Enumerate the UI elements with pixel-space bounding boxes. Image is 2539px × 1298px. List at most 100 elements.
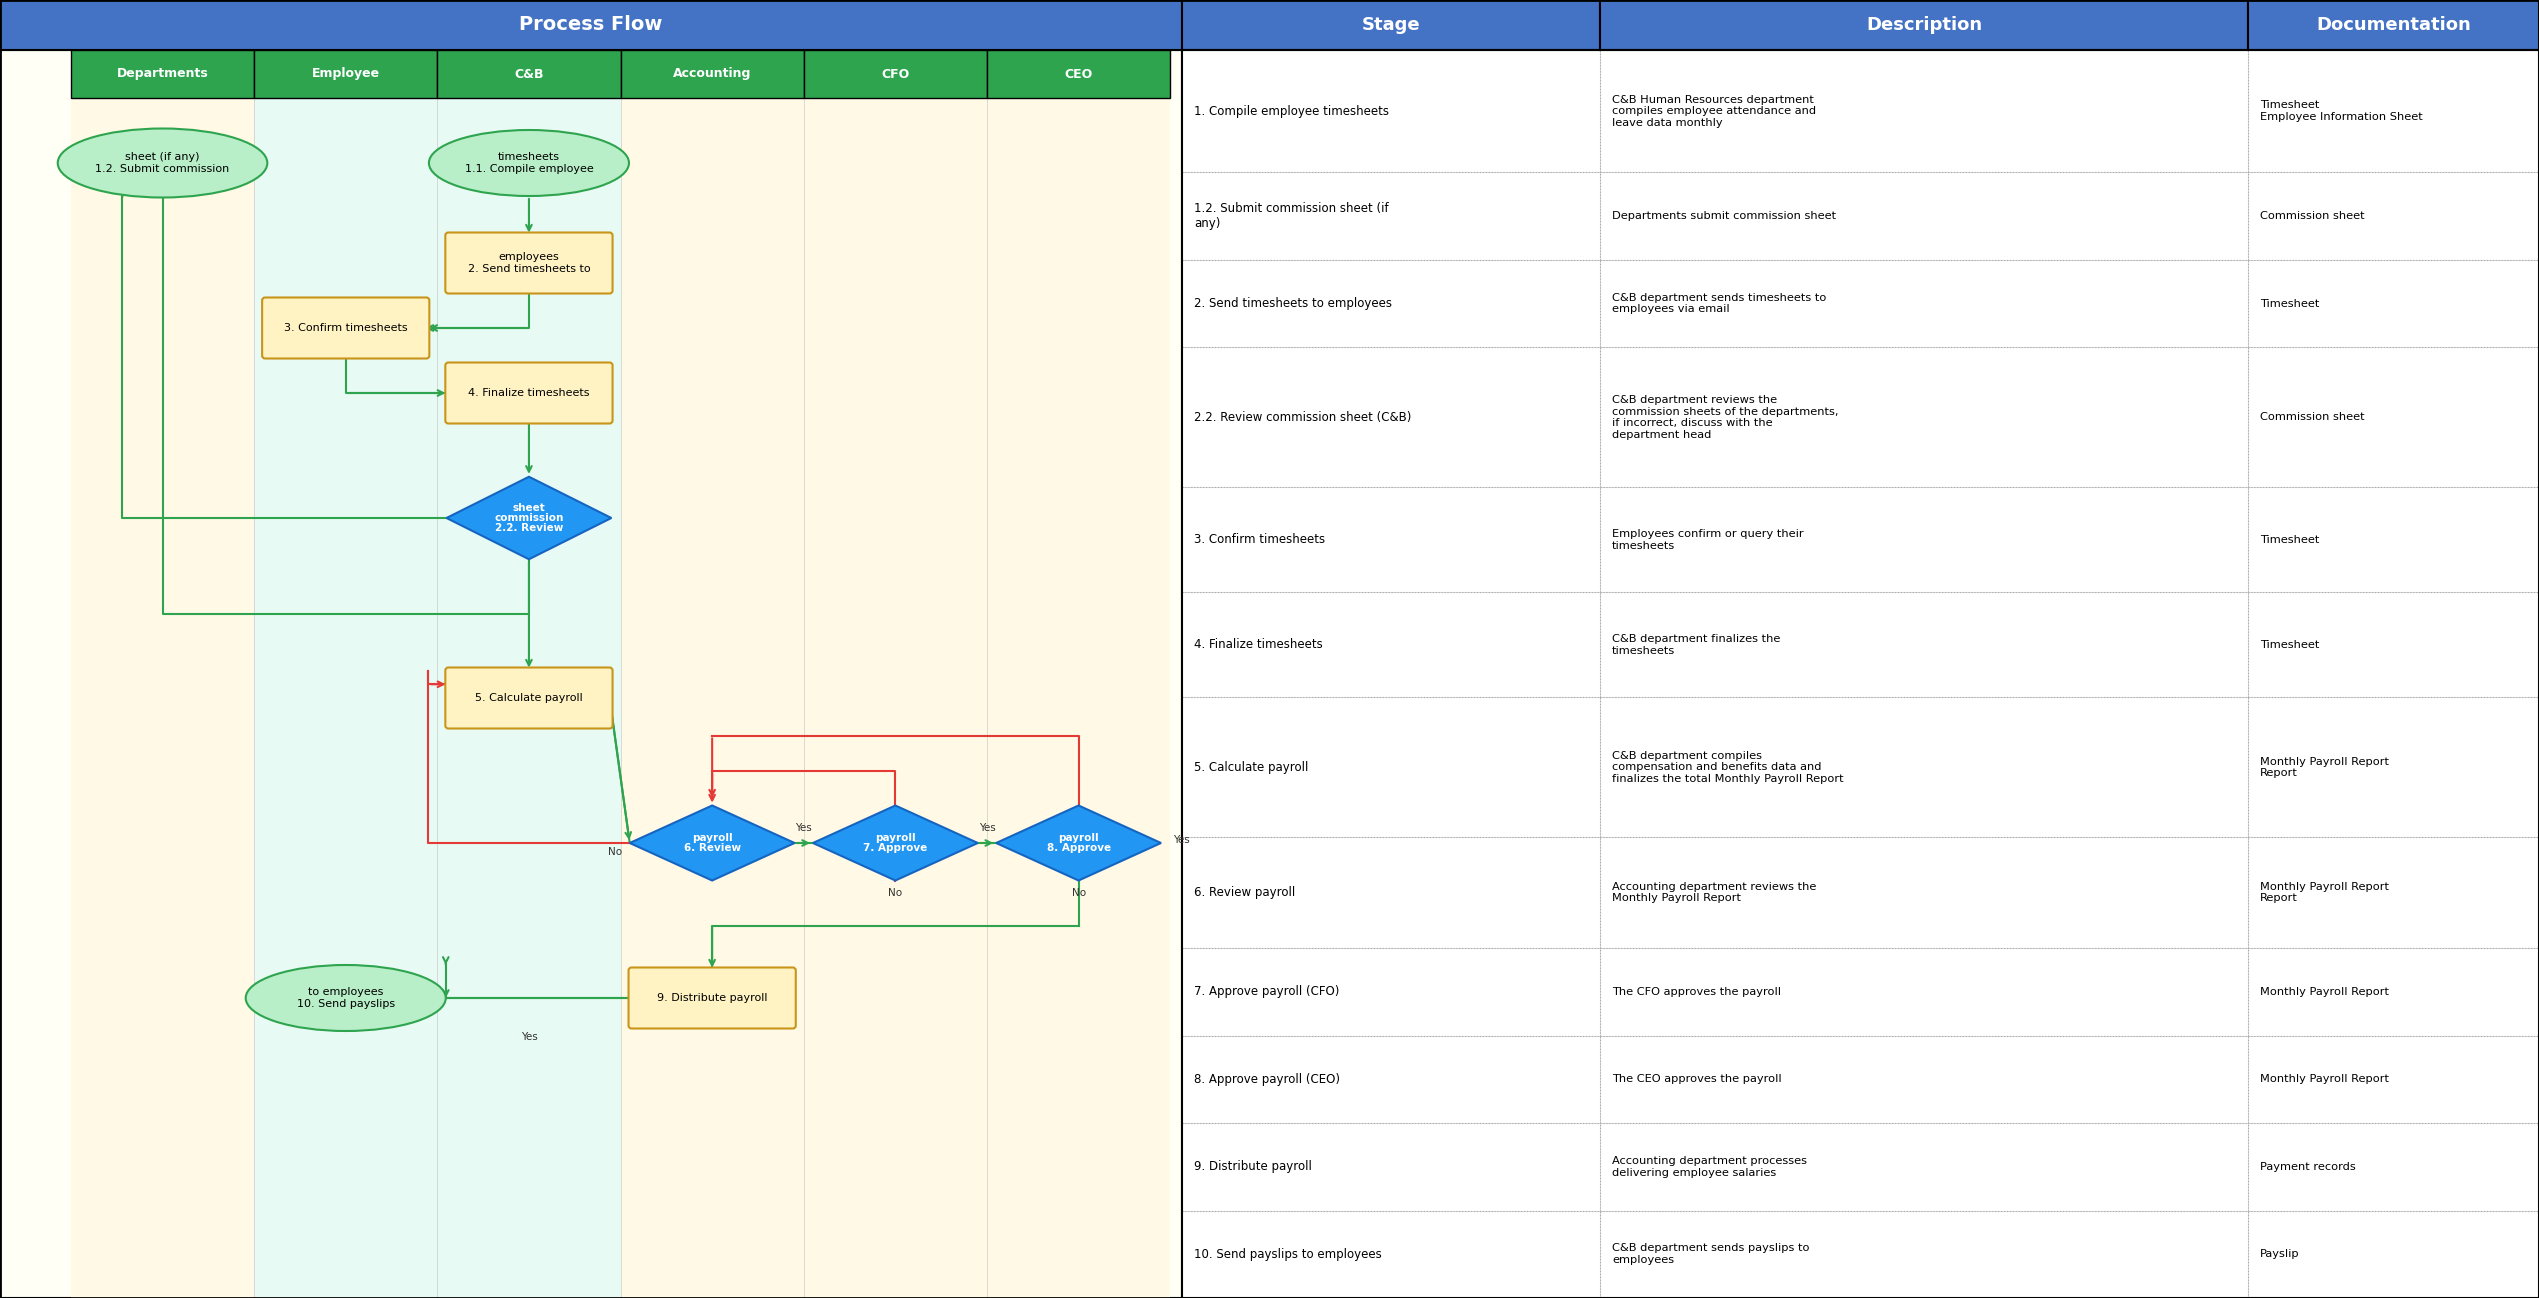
Text: C&B department compiles
compensation and benefits data and
finalizes the total M: C&B department compiles compensation and…: [1612, 750, 1843, 784]
Text: Timesheet: Timesheet: [2260, 299, 2318, 309]
Bar: [1183, 51, 1600, 173]
Text: Accounting department reviews the
Monthly Payroll Report: Accounting department reviews the Monthl…: [1612, 881, 1815, 903]
FancyBboxPatch shape: [262, 297, 429, 358]
Text: timesheets: timesheets: [498, 152, 561, 162]
Bar: [254, 51, 620, 1298]
FancyBboxPatch shape: [444, 232, 612, 293]
Text: 4. Finalize timesheets: 4. Finalize timesheets: [1193, 639, 1323, 652]
Bar: [1183, 348, 1600, 487]
Text: 5. Calculate payroll: 5. Calculate payroll: [1193, 761, 1308, 774]
Bar: [2247, 51, 2539, 173]
Bar: [1183, 1123, 1600, 1211]
Text: The CEO approves the payroll: The CEO approves the payroll: [1612, 1075, 1782, 1084]
Bar: [1600, 1123, 2247, 1211]
Text: 6. Review payroll: 6. Review payroll: [1193, 887, 1295, 900]
Text: 3. Confirm timesheets: 3. Confirm timesheets: [1193, 533, 1325, 546]
Text: 7. Approve: 7. Approve: [863, 842, 927, 853]
Text: 7. Approve payroll (CFO): 7. Approve payroll (CFO): [1193, 985, 1341, 998]
Bar: [2247, 1211, 2539, 1298]
Text: No: No: [607, 848, 622, 857]
FancyBboxPatch shape: [444, 362, 612, 423]
Text: 4. Finalize timesheets: 4. Finalize timesheets: [467, 388, 589, 398]
Bar: [1600, 487, 2247, 592]
Bar: [71, 51, 254, 1298]
Text: Yes: Yes: [795, 823, 812, 833]
Bar: [1600, 592, 2247, 697]
Text: Monthly Payroll Report
Report: Monthly Payroll Report Report: [2260, 881, 2389, 903]
Bar: [1600, 51, 2247, 173]
Text: Monthly Payroll Report
Report: Monthly Payroll Report Report: [2260, 757, 2389, 778]
Bar: [1183, 697, 1600, 837]
Bar: [71, 51, 254, 99]
Bar: [1183, 51, 2539, 1298]
Bar: [1600, 0, 2247, 51]
Text: Description: Description: [1866, 16, 1983, 34]
Bar: [2247, 1123, 2539, 1211]
Text: Timesheet: Timesheet: [2260, 535, 2318, 545]
Bar: [1183, 1036, 1600, 1123]
Text: Timesheet: Timesheet: [2260, 640, 2318, 650]
Bar: [2247, 697, 2539, 837]
Bar: [2247, 348, 2539, 487]
Text: Yes: Yes: [1173, 835, 1191, 845]
Text: Yes: Yes: [978, 823, 995, 833]
Bar: [805, 51, 988, 99]
Bar: [1600, 697, 2247, 837]
FancyBboxPatch shape: [630, 967, 795, 1028]
Text: No: No: [1071, 888, 1087, 897]
Text: Commission sheet: Commission sheet: [2260, 212, 2364, 221]
Text: 1. Compile employee timesheets: 1. Compile employee timesheets: [1193, 105, 1389, 118]
Text: Process Flow: Process Flow: [520, 16, 663, 35]
Text: Documentation: Documentation: [2316, 16, 2470, 34]
Text: sheet (if any): sheet (if any): [124, 152, 201, 162]
Bar: [620, 51, 1170, 1298]
Text: C&B department finalizes the
timesheets: C&B department finalizes the timesheets: [1612, 633, 1780, 655]
Text: Accounting: Accounting: [673, 67, 752, 80]
Text: 8. Approve payroll (CEO): 8. Approve payroll (CEO): [1193, 1073, 1341, 1086]
Text: C&B department reviews the
commission sheets of the departments,
if incorrect, d: C&B department reviews the commission sh…: [1612, 395, 1838, 440]
Bar: [1183, 173, 1600, 260]
Bar: [1183, 487, 1600, 592]
Bar: [1183, 0, 1600, 51]
Ellipse shape: [246, 964, 447, 1031]
Text: payroll: payroll: [691, 833, 731, 844]
Text: Departments submit commission sheet: Departments submit commission sheet: [1612, 212, 1836, 221]
Text: Yes: Yes: [520, 1032, 538, 1042]
Text: Commission sheet: Commission sheet: [2260, 413, 2364, 422]
Text: payroll: payroll: [1059, 833, 1099, 844]
Ellipse shape: [429, 130, 630, 196]
Text: 2.2. Review: 2.2. Review: [495, 523, 564, 532]
Polygon shape: [630, 806, 795, 880]
Text: 9. Distribute payroll: 9. Distribute payroll: [658, 993, 767, 1003]
Text: Departments: Departments: [117, 67, 208, 80]
Bar: [254, 51, 437, 99]
Text: CFO: CFO: [881, 67, 909, 80]
Text: Payslip: Payslip: [2260, 1249, 2300, 1259]
Bar: [1600, 837, 2247, 948]
Text: No: No: [889, 888, 901, 897]
Bar: [0, 51, 1183, 1298]
Text: Accounting department processes
delivering employee salaries: Accounting department processes deliveri…: [1612, 1157, 1808, 1177]
Text: 10. Send payslips to employees: 10. Send payslips to employees: [1193, 1247, 1381, 1260]
Bar: [2247, 592, 2539, 697]
Text: 9. Distribute payroll: 9. Distribute payroll: [1193, 1160, 1313, 1173]
Text: The CFO approves the payroll: The CFO approves the payroll: [1612, 986, 1780, 997]
Bar: [1600, 348, 2247, 487]
Text: C&B department sends payslips to
employees: C&B department sends payslips to employe…: [1612, 1243, 1810, 1266]
Text: employees: employees: [498, 252, 559, 262]
Bar: [1183, 837, 1600, 948]
Polygon shape: [812, 806, 978, 880]
Text: 2. Send timesheets to employees: 2. Send timesheets to employees: [1193, 297, 1391, 310]
Text: Payment records: Payment records: [2260, 1162, 2356, 1172]
Text: C&B department sends timesheets to
employees via email: C&B department sends timesheets to emplo…: [1612, 293, 1826, 314]
Ellipse shape: [58, 129, 267, 197]
Text: Stage: Stage: [1361, 16, 1419, 34]
Text: 6. Review: 6. Review: [683, 842, 741, 853]
Text: 3. Confirm timesheets: 3. Confirm timesheets: [284, 323, 409, 334]
Text: Timesheet
Employee Information Sheet: Timesheet Employee Information Sheet: [2260, 100, 2422, 122]
Bar: [1183, 592, 1600, 697]
Bar: [2247, 948, 2539, 1036]
Text: 8. Approve: 8. Approve: [1046, 842, 1110, 853]
Bar: [1600, 1036, 2247, 1123]
Text: 2.2. Review commission sheet (C&B): 2.2. Review commission sheet (C&B): [1193, 411, 1412, 424]
